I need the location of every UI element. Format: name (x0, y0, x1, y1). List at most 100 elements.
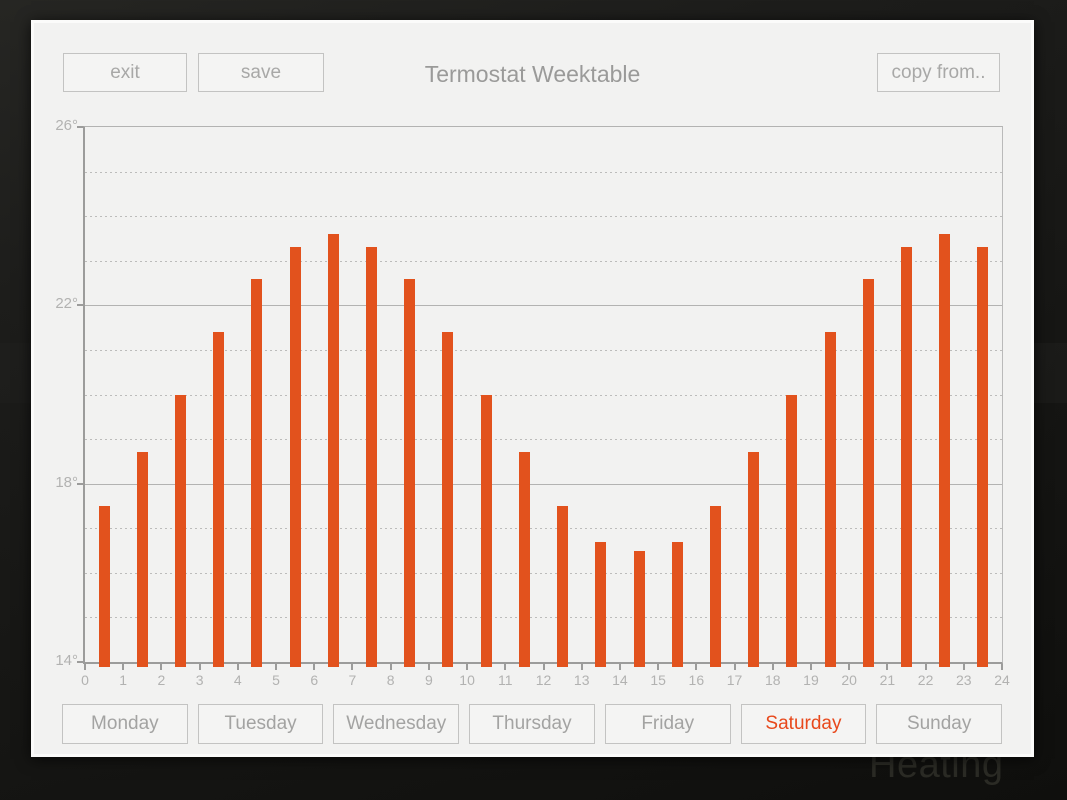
x-tick-label-22: 22 (917, 672, 934, 688)
x-tick-label-15: 15 (650, 672, 666, 688)
x-tick-label-0: 0 (81, 672, 89, 688)
bar-hour-21[interactable] (900, 247, 912, 667)
x-tick-label-19: 19 (803, 672, 819, 688)
x-tickmark-4 (236, 664, 239, 670)
bar-hour-22[interactable] (939, 234, 951, 667)
gridline-18-deg (85, 483, 1002, 485)
bar-hour-15[interactable] (671, 541, 683, 667)
x-tick-label-23: 23 (955, 672, 972, 688)
gridline-17-deg (85, 528, 1002, 530)
day-tab-monday[interactable]: Monday (62, 704, 188, 744)
day-tabs-row: Monday Tuesday Wednesday Thursday Friday Satu… (62, 704, 1003, 744)
bar-hour-18[interactable] (786, 394, 798, 667)
x-tickmark-5 (275, 664, 278, 670)
bar-hour-14[interactable] (633, 550, 645, 667)
day-tab-saturday[interactable]: Saturday (740, 704, 867, 744)
bar-hour-4[interactable] (251, 278, 263, 667)
day-tab-tuesday[interactable]: Tuesday (197, 704, 324, 744)
bar-hour-8[interactable] (404, 278, 416, 667)
x-tick-label-21: 21 (879, 672, 896, 688)
x-tickmark-3 (198, 664, 201, 670)
gridline-16-deg (85, 572, 1002, 574)
x-tick-label-9: 9 (424, 672, 433, 688)
x-tickmark-11 (504, 664, 507, 670)
x-tick-label-11: 11 (498, 672, 513, 688)
gridline-15-deg (85, 617, 1002, 619)
bar-hour-23[interactable] (977, 247, 989, 667)
exit-button[interactable]: exit (63, 53, 187, 92)
day-tab-sunday[interactable]: Sunday (876, 704, 1003, 744)
y-tick-label-26: 26° (55, 117, 78, 134)
y-tickmark-22 (77, 304, 83, 307)
page-title: Termostat Weektable (424, 61, 641, 87)
gridline-25-deg (85, 171, 1002, 173)
x-tick-label-7: 7 (348, 672, 357, 688)
bar-hour-20[interactable] (862, 278, 874, 667)
y-tick-label-18: 18° (55, 473, 78, 491)
x-tick-label-17: 17 (726, 672, 743, 688)
y-tick-label-22: 22° (55, 295, 78, 313)
day-tab-friday[interactable]: Friday (604, 704, 731, 744)
x-tickmark-14 (618, 664, 621, 670)
thermostat-weektable-panel: exit save Termostat Weektable copy from.… (31, 20, 1034, 757)
x-tickmark-8 (389, 664, 392, 670)
x-tickmark-6 (313, 664, 316, 670)
y-tick-label-14: 14° (55, 652, 78, 669)
x-tick-label-8: 8 (386, 672, 395, 688)
save-button[interactable]: save (198, 53, 324, 92)
gridline-24-deg (85, 216, 1002, 218)
x-tickmark-2 (160, 664, 163, 670)
x-tick-label-10: 10 (459, 672, 475, 688)
bar-hour-1[interactable] (136, 452, 148, 667)
bar-hour-13[interactable] (595, 541, 607, 667)
y-tickmark-26 (77, 126, 83, 128)
bar-hour-6[interactable] (327, 234, 339, 667)
bar-hour-12[interactable] (557, 505, 569, 667)
bar-hour-2[interactable] (175, 394, 187, 667)
x-tick-label-1: 1 (119, 672, 128, 688)
x-tickmark-10 (466, 664, 469, 670)
x-tick-label-4: 4 (233, 672, 242, 688)
bar-hour-19[interactable] (824, 332, 836, 667)
x-tick-label-5: 5 (272, 672, 280, 688)
bar-hour-3[interactable] (213, 332, 225, 667)
bar-hour-17[interactable] (748, 452, 760, 667)
x-tickmark-23 (962, 664, 965, 670)
x-tickmark-13 (580, 664, 583, 670)
y-tickmark-14 (77, 661, 83, 663)
gridline-23-deg (85, 260, 1002, 262)
gridline-21-deg (85, 349, 1002, 351)
bar-hour-11[interactable] (518, 452, 530, 667)
x-tick-label-20: 20 (841, 672, 857, 688)
bar-hour-16[interactable] (709, 505, 721, 667)
bar-hour-5[interactable] (289, 247, 301, 667)
x-tick-label-12: 12 (535, 672, 552, 688)
gridline-22-deg (85, 305, 1002, 307)
bar-hour-9[interactable] (442, 332, 454, 667)
copy-from-button[interactable]: copy from.. (877, 53, 1000, 92)
x-tickmark-20 (848, 664, 851, 670)
gridline-19-deg (85, 439, 1002, 441)
x-tick-label-6: 6 (310, 672, 319, 688)
x-tickmark-0 (84, 664, 86, 670)
x-tickmark-12 (542, 664, 545, 670)
temperature-bar-chart: 0 1 2 3 4 5 6 7 8 9 10 11 12 13 14 15 16 17 18 19 20 21 22 23 24 (77, 126, 1010, 688)
x-tickmark-24 (1001, 664, 1003, 670)
x-tickmark-17 (733, 664, 736, 670)
bar-hour-7[interactable] (366, 247, 378, 667)
x-tick-label-13: 13 (573, 672, 590, 688)
day-tab-wednesday[interactable]: Wednesday (333, 704, 460, 744)
x-tickmark-1 (122, 664, 125, 670)
x-tick-label-2: 2 (157, 672, 166, 688)
x-tick-label-14: 14 (612, 672, 628, 688)
x-tickmark-22 (924, 664, 927, 670)
x-tickmark-18 (771, 664, 774, 670)
bar-hour-0[interactable] (98, 505, 110, 667)
day-tab-thursday[interactable]: Thursday (469, 704, 595, 744)
x-tick-label-24: 24 (994, 672, 1010, 688)
x-tickmark-19 (809, 664, 812, 670)
x-tick-label-3: 3 (195, 672, 204, 688)
x-tickmark-15 (657, 664, 660, 670)
bar-hour-10[interactable] (480, 394, 492, 667)
